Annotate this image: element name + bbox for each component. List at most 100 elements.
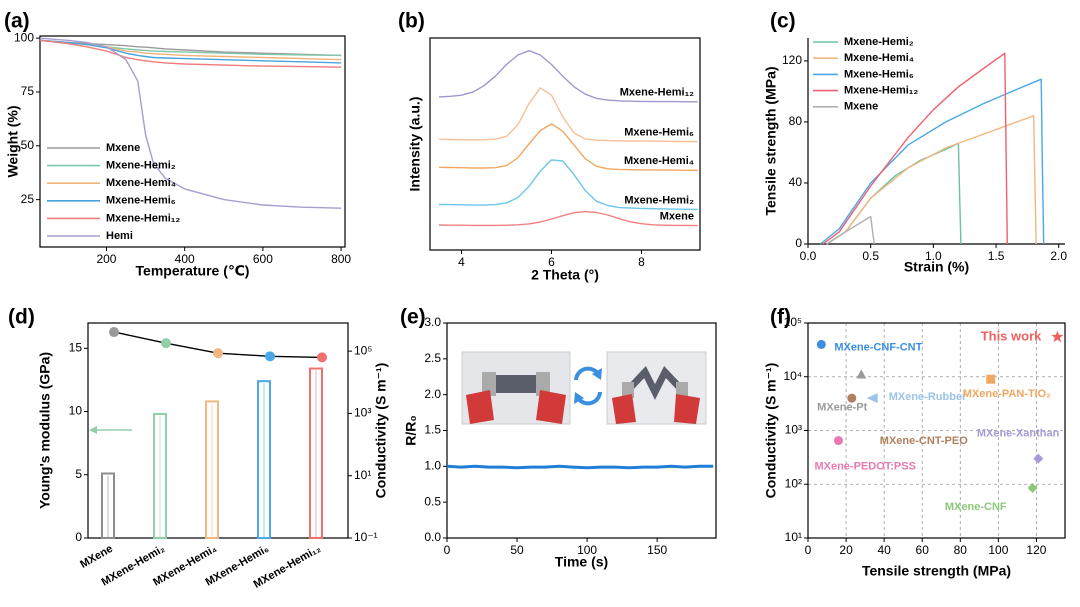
x-tick-label: 100 (988, 543, 1008, 557)
y-axis-title: Tensile strength (MPa) (763, 66, 779, 215)
x-tick-label: 0 (805, 543, 812, 557)
data-line (820, 78, 1045, 245)
y-tick-label: 100 (14, 30, 34, 44)
axis-arrow (89, 426, 132, 434)
y2-axis-title: Conductivity (S m⁻¹) (373, 363, 389, 499)
x-tick-label: 4 (458, 255, 465, 269)
scatter-point (847, 393, 857, 403)
y-axis-title: Intensity (a.u.) (407, 97, 423, 192)
data-line (39, 39, 342, 68)
legend-label: Mxene-Hemi₆ (106, 195, 176, 207)
data-point (109, 327, 119, 338)
x-tick-label: 40 (877, 543, 891, 557)
y-tick-label: 50 (21, 138, 35, 152)
y-tick-label: 0 (75, 530, 82, 544)
series-label: Mxene-Hemi₄ (624, 155, 694, 167)
x-tick-label: 400 (175, 252, 195, 266)
data-line (438, 87, 698, 143)
x-tick-label: 0.0 (800, 249, 817, 263)
panel-label: (a) (4, 10, 30, 33)
data-line (438, 50, 698, 103)
x-tick-label: 0 (444, 543, 451, 557)
y-tick-label: 10⁵ (784, 315, 802, 329)
x-tick-label: 1.0 (925, 249, 942, 263)
x-tick-label: 60 (916, 543, 930, 557)
point-label: MXene-CNF-CNT (834, 341, 922, 353)
series-label: Mxene-Hemi₆ (624, 127, 694, 139)
x-tick-label: 8 (638, 255, 645, 269)
x-axis-title: Tensile strength (MPa) (862, 563, 1011, 579)
x-tick-label: 2.0 (1050, 249, 1067, 263)
point-label: MXene-Xanthan (977, 428, 1060, 440)
point-label: MXene-CNT-PEO (880, 435, 968, 447)
scatter-point (1027, 483, 1038, 493)
y-tick-label: 0 (795, 236, 802, 250)
scatter-point (856, 369, 867, 379)
point-label: MXene-CNF (945, 501, 1007, 513)
x-tick-label: 20 (839, 543, 853, 557)
point-label: This work (981, 328, 1042, 343)
y-tick-label: 80 (789, 114, 803, 128)
legend-label: Mxene-Hemi₂ (106, 160, 176, 172)
data-line (39, 37, 342, 209)
y-tick-label: 10¹ (785, 530, 802, 544)
y-axis-title: Young's modulus (GPa) (37, 352, 53, 509)
y-tick-label: 120 (782, 53, 802, 67)
data-line (826, 215, 876, 245)
point-label: MXene-PAN-TiO₂ (963, 388, 1051, 400)
scatter-point (816, 339, 826, 349)
x-axis-title: Time (s) (555, 554, 608, 570)
y-tick-label: 25 (21, 192, 35, 206)
series-label: Mxene (660, 211, 694, 223)
x-axis-title: Temperature (℃) (136, 263, 250, 279)
x-axis-title: Strain (%) (904, 259, 969, 275)
legend-label: Mxene-Hemi₄ (106, 177, 176, 189)
y-tick-label: 5 (75, 467, 82, 481)
data-line (39, 39, 342, 64)
y-tick-label: 15 (69, 340, 83, 354)
y2-tick-label: 10⁻¹ (354, 530, 378, 544)
x-tick-label: 200 (96, 252, 116, 266)
point-label: MXene-Rubber (889, 391, 967, 403)
legend-label: Mxene-Hemi₁₂ (844, 85, 918, 97)
y-tick-label: 75 (21, 84, 35, 98)
y-tick-label: 40 (789, 175, 803, 189)
data-point (317, 352, 327, 363)
legend-label: Hemi (106, 230, 133, 242)
data-line (826, 115, 1037, 245)
x-tick-label: 800 (331, 252, 351, 266)
x-tick-label: 80 (954, 543, 968, 557)
data-line (438, 159, 698, 211)
legend-label: Mxene-Hemi₄ (844, 52, 914, 64)
panel-label: (f) (770, 306, 791, 329)
plot-frame (429, 37, 701, 251)
data-line (438, 123, 698, 171)
y-tick-label: 0.5 (424, 494, 441, 508)
inset-photo (606, 351, 707, 425)
y-tick-label: 10² (785, 476, 802, 490)
x-tick-label: 50 (510, 543, 524, 557)
panel-label: (b) (398, 10, 425, 33)
plot-frame (39, 35, 346, 248)
legend-label: Mxene (844, 101, 878, 113)
scatter-point (833, 436, 843, 446)
scatter-point (986, 374, 996, 384)
point-label: MXene-Pt (817, 401, 867, 413)
y-tick-label: 2.5 (424, 351, 441, 365)
y-tick-label: 1.5 (424, 423, 441, 437)
x-tick-label: 100 (577, 543, 597, 557)
x-tick-label: 1.5 (988, 249, 1005, 263)
data-point (161, 338, 171, 349)
data-line (822, 52, 1008, 245)
x-tick-label: 0.5 (862, 249, 879, 263)
legend-label: Mxene-Hemi₆ (844, 68, 914, 80)
y-tick-label: 10⁴ (783, 369, 802, 383)
x-tick-label: 120 (1026, 543, 1046, 557)
inset-photo (461, 351, 571, 425)
y-tick-label: 2.0 (424, 387, 441, 401)
scatter-point (1033, 453, 1044, 464)
data-point (213, 348, 223, 359)
y-tick-label: 1.0 (424, 459, 441, 473)
